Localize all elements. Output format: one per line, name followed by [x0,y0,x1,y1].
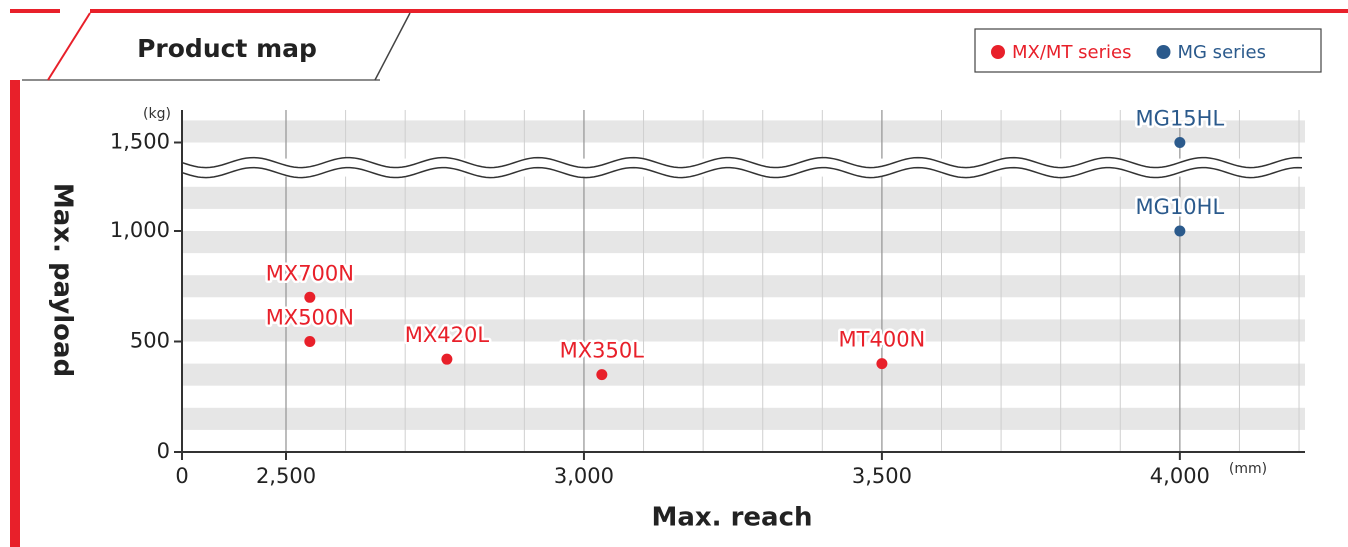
legend-marker [1156,45,1171,59]
point [441,353,453,365]
x-tick-label: 3,000 [554,464,614,488]
point-label: MG15HL [1136,107,1225,131]
point [304,336,316,347]
grid-band [182,407,1305,430]
legend-label: MX/MT series [1012,42,1131,63]
y-tick-label: 0 [157,439,170,463]
point [1174,225,1186,237]
axis-break [181,156,1303,169]
y-tick-label: 500 [130,329,170,353]
frame [10,9,1348,547]
grid-band [182,120,1305,143]
grid-band [182,275,1305,298]
grid-band [182,363,1305,386]
legend-box [974,28,1322,73]
grid-band [182,319,1305,342]
point-label: MX420L [405,323,490,347]
axis-break-gap [172,158,1305,177]
axis-break [181,166,1303,179]
point [596,369,608,381]
y-tick-label: 1,500 [110,130,170,154]
point-label: MG10HL [1136,195,1225,219]
point [304,291,316,303]
y-tick-label: 1,000 [110,218,170,242]
point [1174,137,1186,148]
x-axis-label: Max. reach [651,503,812,533]
point-label: MX700N [266,261,354,285]
x-tick-label: 2,500 [256,464,316,488]
x-unit: (mm) [1229,461,1267,477]
point-label: MX350L [560,339,645,363]
x-tick-label: 4,000 [1150,464,1210,488]
legend-label: MG series [1177,42,1266,63]
chart-title: Product map [137,34,317,63]
y-axis-label: Max. payload [48,183,78,377]
grid-band [182,186,1305,209]
grid-band [182,231,1305,254]
y-unit: (kg) [143,106,171,122]
point-label: MX500N [266,306,354,330]
point-label: MT400N [839,328,926,352]
legend-marker [991,45,1005,59]
point [876,358,888,370]
x-tick-label: 0 [175,464,188,488]
x-tick-label: 3,500 [852,464,912,488]
